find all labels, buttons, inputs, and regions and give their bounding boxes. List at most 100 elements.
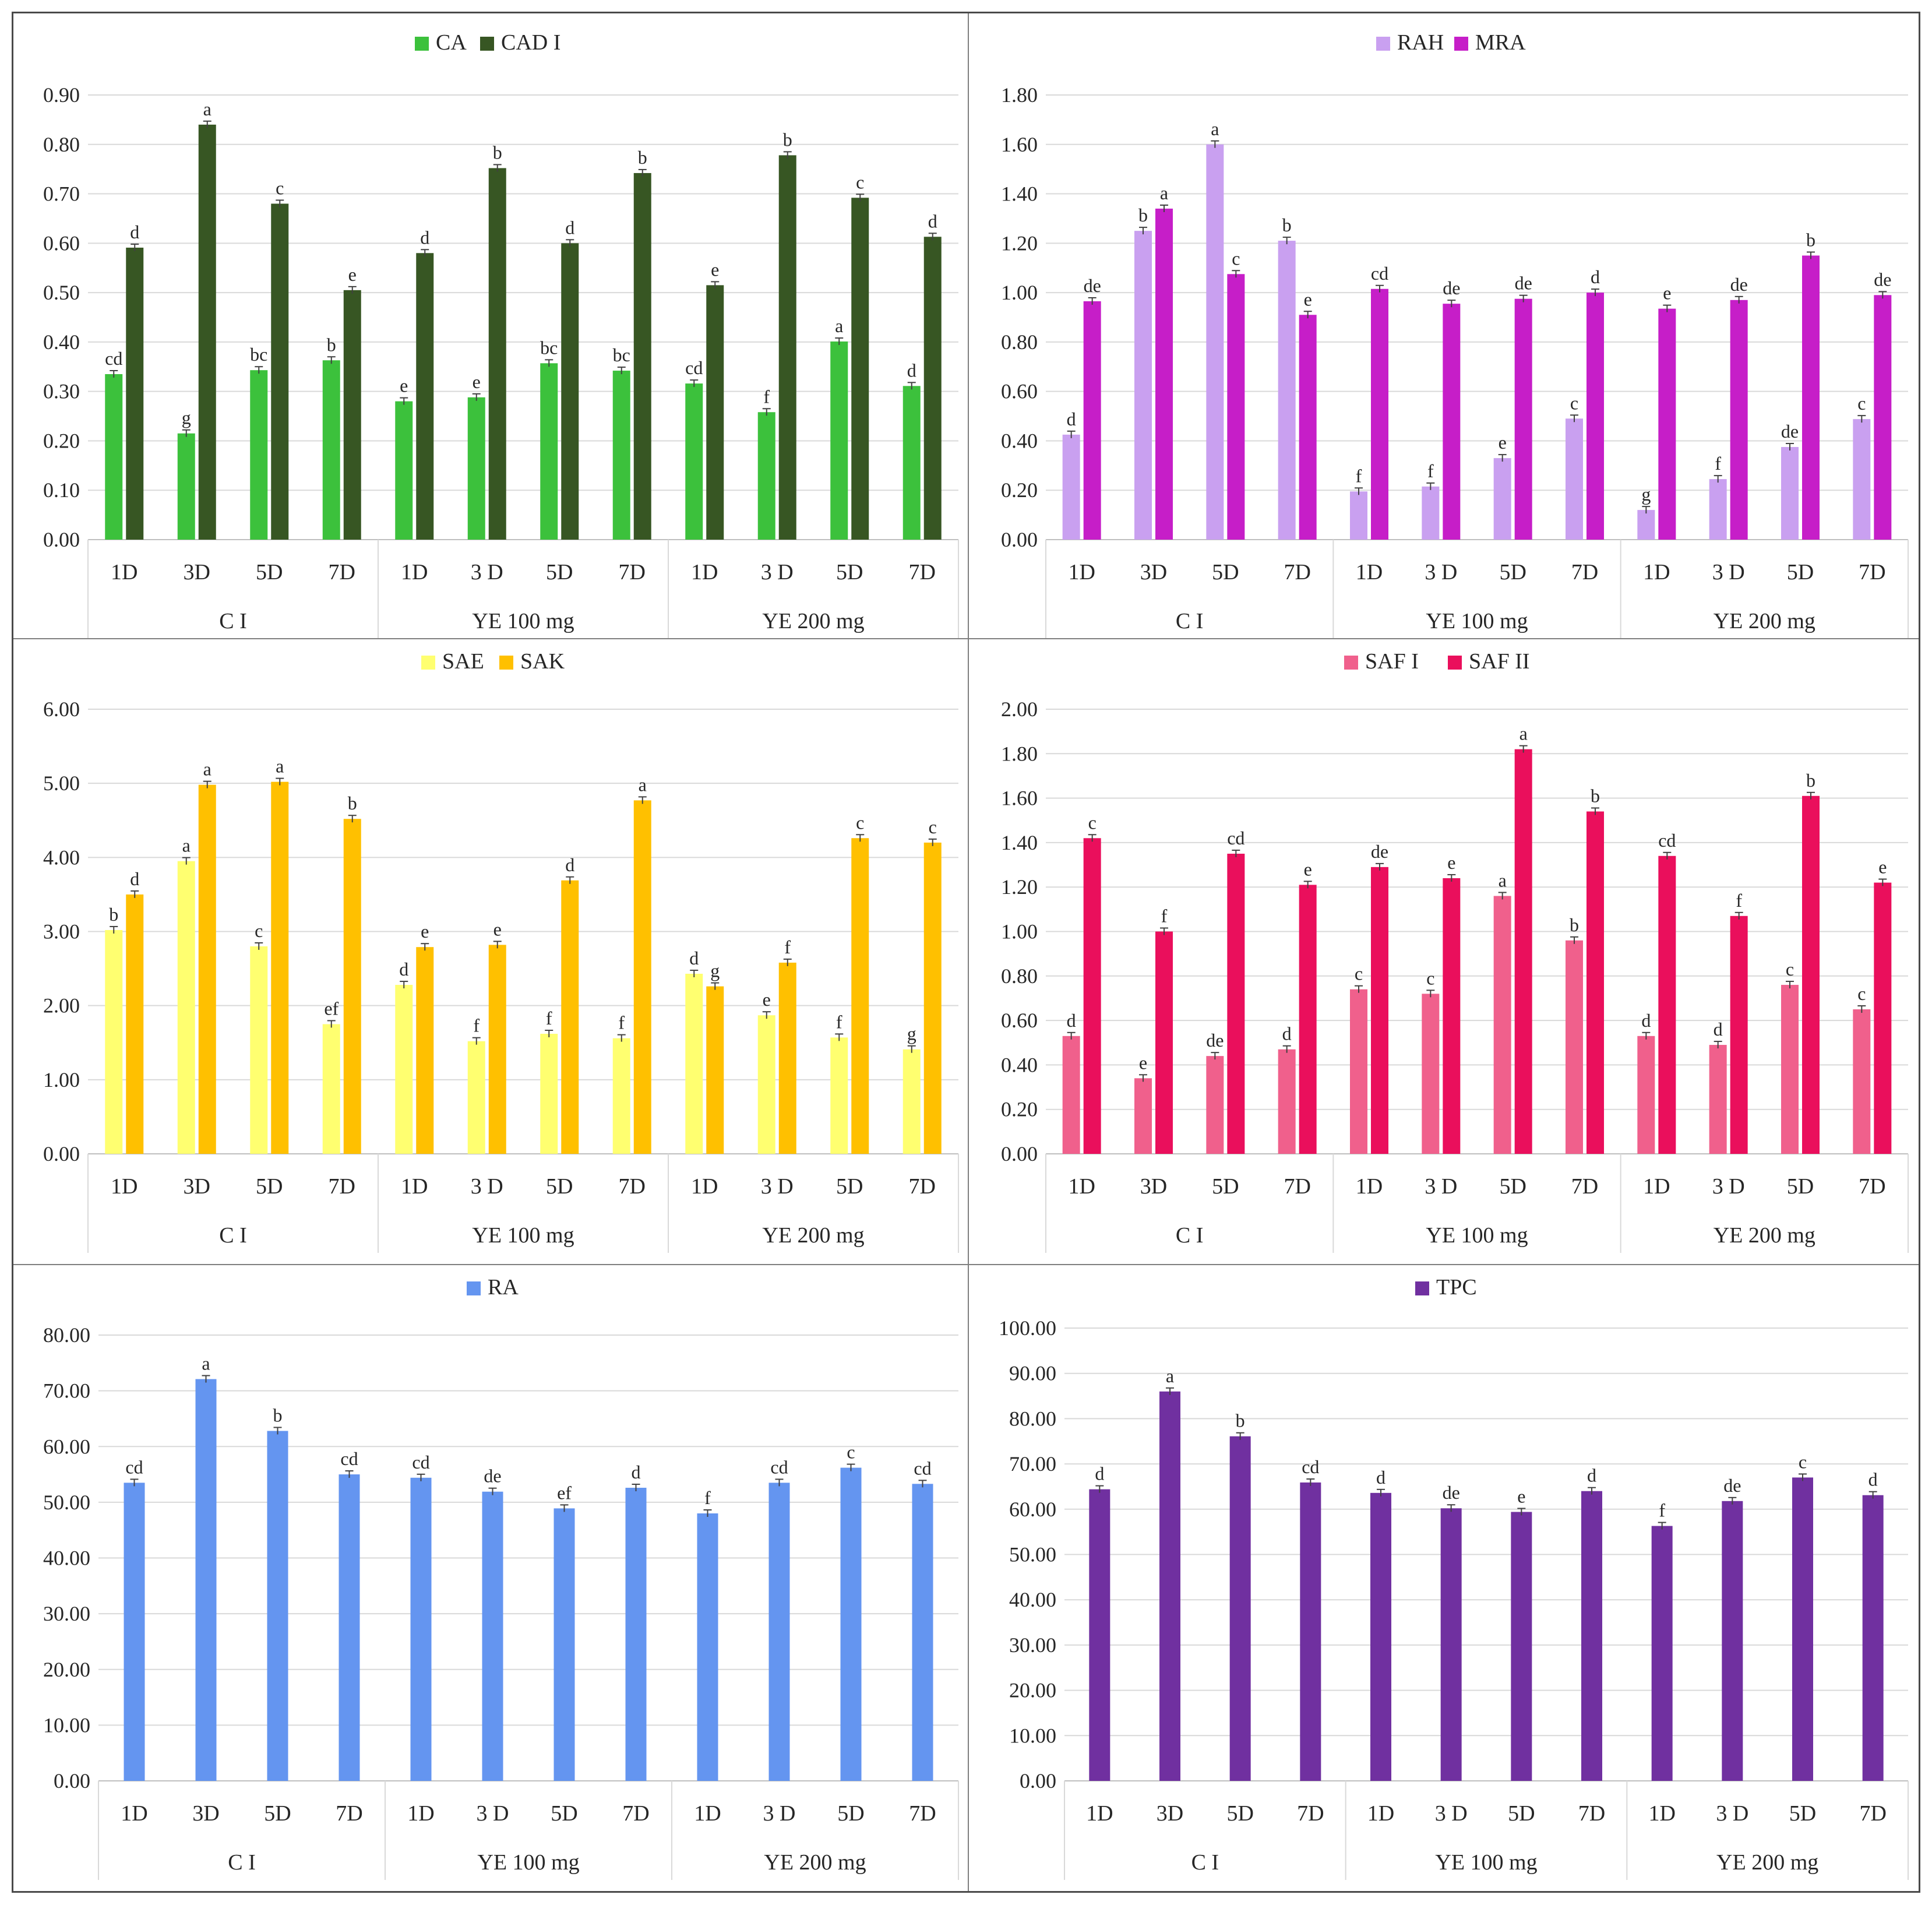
- y-tick-label: 0.60: [1001, 380, 1038, 403]
- x-category-label: 3 D: [763, 1801, 796, 1826]
- significance-label: a: [1519, 723, 1528, 744]
- significance-label: b: [1236, 1410, 1245, 1431]
- y-tick-label: 0.30: [43, 380, 80, 403]
- bar-sae-6: [540, 1033, 558, 1154]
- x-category-label: 5D: [1787, 1174, 1814, 1199]
- x-category-label: 7D: [619, 1174, 646, 1199]
- y-tick-label: 1.00: [1001, 281, 1038, 304]
- x-category-label: 5D: [1787, 560, 1814, 584]
- significance-label: de: [484, 1466, 501, 1487]
- x-category-label: 3 D: [1712, 560, 1745, 584]
- significance-label: de: [1443, 277, 1460, 298]
- x-category-label: 1D: [111, 560, 138, 584]
- x-category-label: 5D: [264, 1801, 291, 1826]
- significance-label: cd: [1302, 1456, 1319, 1477]
- significance-label: d: [565, 217, 574, 238]
- significance-label: e: [348, 264, 357, 285]
- x-category-label: 5D: [1226, 1801, 1253, 1826]
- y-tick-label: 1.00: [43, 1068, 80, 1091]
- y-tick-label: 0.20: [43, 429, 80, 452]
- y-tick-label: 0.00: [1020, 1769, 1056, 1793]
- significance-label: c: [276, 178, 284, 199]
- x-category-label: 1D: [1643, 560, 1670, 584]
- bar-cad-i-11: [923, 237, 942, 540]
- significance-label: de: [1723, 1475, 1741, 1496]
- significance-label: de: [1730, 274, 1748, 295]
- significance-label: g: [1641, 484, 1651, 505]
- y-tick-label: 70.00: [1009, 1452, 1056, 1476]
- chart-panel-ra: 0.00 10.00 20.00 30.00 40.00 50.00 60.00 70.00 8…: [13, 1265, 968, 1891]
- significance-label: f: [784, 936, 791, 957]
- significance-label: a: [276, 756, 284, 777]
- significance-label: d: [420, 227, 429, 248]
- significance-label: cd: [770, 1456, 788, 1477]
- x-category-label: 7D: [336, 1801, 362, 1826]
- figure-frame: 0.00 0.10 0.20 0.30 0.40 0.50 0.60 0.70 0.80 0.90…: [12, 12, 1920, 1893]
- x-category-label: 1D: [401, 1174, 428, 1199]
- y-tick-label: 2.00: [1001, 698, 1038, 721]
- significance-label: f: [1715, 453, 1721, 474]
- x-category-label: 3 D: [1425, 1174, 1457, 1199]
- bar-ra-10: [840, 1467, 862, 1781]
- x-category-label: 1D: [111, 1174, 138, 1199]
- significance-label: de: [1515, 273, 1532, 294]
- x-category-label: 1D: [401, 560, 428, 584]
- y-tick-label: 0.90: [43, 83, 80, 107]
- significance-label: cd: [1227, 828, 1244, 848]
- significance-label: bc: [540, 337, 558, 358]
- bar-sae-2: [250, 946, 268, 1154]
- y-tick-label: 60.00: [1009, 1498, 1056, 1521]
- x-category-label: 3 D: [1712, 1174, 1745, 1199]
- legend-swatch-saf-ii: [1448, 656, 1462, 670]
- x-category-label: 1D: [1068, 560, 1095, 584]
- bar-saf-ii-3: [1299, 885, 1317, 1154]
- y-tick-label: 0.00: [1001, 528, 1038, 551]
- significance-label: f: [1659, 1500, 1665, 1521]
- y-tick-label: 0.00: [1001, 1142, 1038, 1165]
- bar-ca-8: [685, 383, 703, 540]
- significance-label: c: [255, 920, 263, 941]
- x-category-label: 1D: [407, 1801, 434, 1826]
- y-tick-label: 0.60: [43, 231, 80, 255]
- bar-mra-3: [1299, 315, 1317, 540]
- bar-tpc-5: [1440, 1508, 1462, 1781]
- y-tick-label: 80.00: [1009, 1407, 1056, 1430]
- bar-tpc-9: [1722, 1501, 1743, 1781]
- significance-label: b: [1806, 230, 1815, 251]
- significance-label: g: [907, 1023, 916, 1044]
- significance-label: e: [711, 259, 719, 280]
- significance-label: d: [689, 948, 699, 969]
- significance-label: e: [1517, 1485, 1525, 1506]
- significance-label: c: [1786, 959, 1794, 980]
- significance-label: c: [929, 816, 937, 837]
- x-group-label: C I: [219, 609, 247, 633]
- x-category-label: 7D: [1571, 560, 1598, 584]
- bar-sak-11: [923, 842, 942, 1154]
- y-tick-label: 1.60: [1001, 133, 1038, 156]
- bar-saf-i-11: [1853, 1009, 1871, 1154]
- significance-label: b: [327, 334, 336, 355]
- bar-sak-9: [778, 962, 796, 1154]
- legend-swatch-ca: [415, 37, 429, 51]
- bar-saf-ii-5: [1443, 878, 1461, 1154]
- bar-ca-2: [250, 370, 268, 540]
- significance-label: de: [1443, 1482, 1460, 1503]
- bar-ca-4: [395, 401, 413, 540]
- x-category-label: 5D: [1499, 560, 1526, 584]
- bar-ra-8: [697, 1513, 718, 1781]
- significance-label: b: [1806, 770, 1815, 791]
- significance-label: d: [1095, 1463, 1104, 1484]
- x-category-label: 5D: [1212, 560, 1239, 584]
- y-tick-label: 4.00: [43, 846, 80, 869]
- bar-saf-i-10: [1781, 985, 1799, 1154]
- significance-label: e: [1663, 283, 1671, 304]
- x-group-label: YE 200 mg: [1714, 1223, 1815, 1248]
- x-category-label: 3 D: [471, 560, 503, 584]
- bar-sae-5: [467, 1041, 485, 1154]
- y-tick-label: 2.00: [43, 994, 80, 1017]
- bar-ra-0: [124, 1483, 145, 1781]
- x-group-label: YE 200 mg: [764, 1850, 866, 1875]
- x-category-label: 5D: [551, 1801, 577, 1826]
- bar-saf-ii-2: [1227, 853, 1245, 1154]
- significance-label: c: [1355, 963, 1363, 984]
